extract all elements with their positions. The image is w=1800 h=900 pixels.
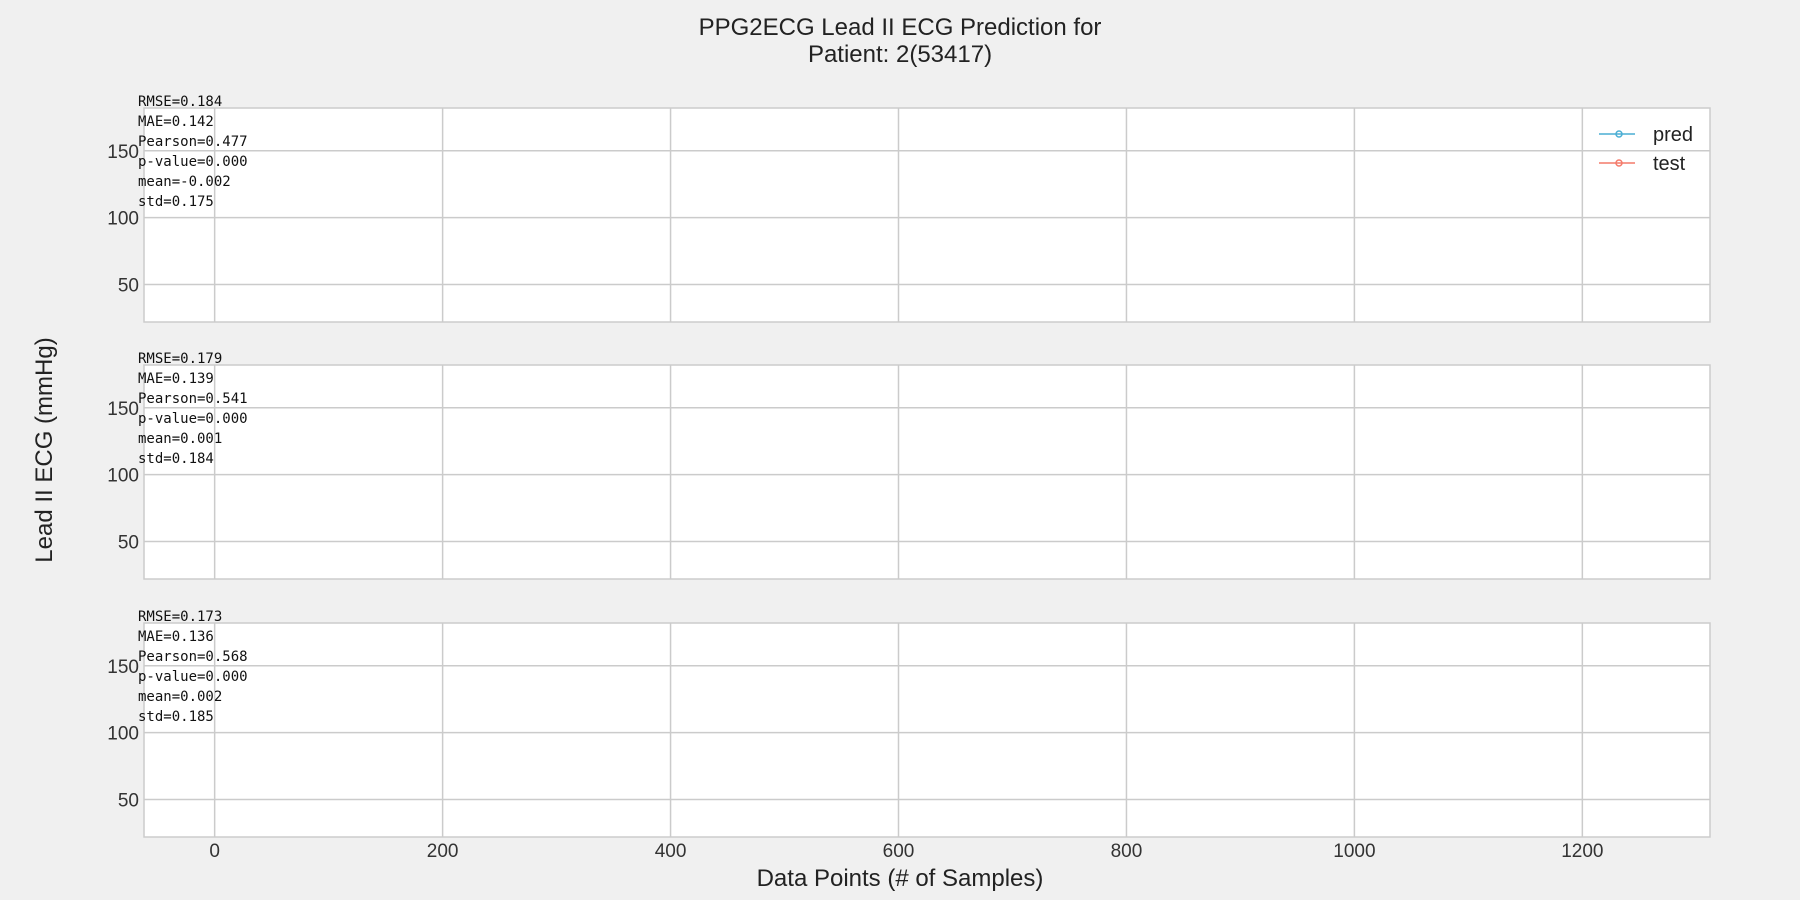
stat-annotation: MAE=0.136 [138,629,214,645]
y-tick-label: 150 [107,399,139,420]
stat-annotation: Pearson=0.541 [138,391,248,407]
stat-annotation: Pearson=0.477 [138,134,248,150]
y-tick-label: 100 [107,209,139,230]
stat-annotation: std=0.185 [138,709,214,725]
stat-annotation: RMSE=0.184 [138,94,222,110]
legend-label: pred [1653,124,1693,146]
x-tick-label: 200 [427,841,459,862]
x-tick-label: 800 [1111,841,1143,862]
stat-annotation: std=0.184 [138,451,214,467]
stat-annotation: MAE=0.139 [138,371,214,387]
stat-annotation: Pearson=0.568 [138,649,248,665]
legend-swatch-marker [1615,130,1623,138]
plot-area [143,364,1711,580]
stat-annotation: mean=0.001 [138,431,222,447]
subplot-2: 50 100 150 RMSE=0.179 MAE=0.139 Pearson=0.541… [107,351,1711,580]
stat-annotation: mean=0.002 [138,689,222,705]
legend: pred test [1599,124,1693,175]
x-tick-label: 0 [209,841,220,862]
stat-annotation: RMSE=0.173 [138,609,222,625]
stat-annotation: mean=-0.002 [138,174,231,190]
stat-annotation: p-value=0.000 [138,411,248,427]
stat-annotation: RMSE=0.179 [138,351,222,367]
stat-annotation: std=0.175 [138,194,214,210]
plot-area [143,107,1711,323]
legend-label: test [1653,153,1686,175]
y-tick-label: 150 [107,142,139,163]
y-tick-label: 50 [118,276,139,297]
legend-swatch-marker [1615,159,1623,167]
y-tick-label: 50 [118,533,139,554]
y-tick-label: 100 [107,466,139,487]
stat-annotation: p-value=0.000 [138,154,248,170]
plot-area [143,622,1711,838]
y-tick-label: 100 [107,724,139,745]
y-axis-label: Lead II ECG (mmHg) [31,337,58,562]
x-tick-label: 1000 [1333,841,1375,862]
chart-title-line-2: Patient: 2(53417) [808,41,992,68]
subplot-3: 50 100 150 RMSE=0.173 MAE=0.136 Pearson=0.568… [107,609,1711,862]
subplot-1: 50 100 150 RMSE=0.184 MAE=0.142 Pearson=0.477… [107,94,1711,323]
subplots-group: 50 100 150 RMSE=0.184 MAE=0.142 Pearson=0.477… [107,94,1711,862]
chart-title-line-1: PPG2ECG Lead II ECG Prediction for [699,14,1102,41]
x-tick-label: 400 [655,841,687,862]
x-tick-label: 600 [883,841,915,862]
stat-annotation: p-value=0.000 [138,669,248,685]
x-tick-label: 1200 [1561,841,1603,862]
x-axis-label: Data Points (# of Samples) [757,865,1044,892]
y-tick-label: 150 [107,657,139,678]
stat-annotation: MAE=0.142 [138,114,214,130]
y-tick-label: 50 [118,791,139,812]
